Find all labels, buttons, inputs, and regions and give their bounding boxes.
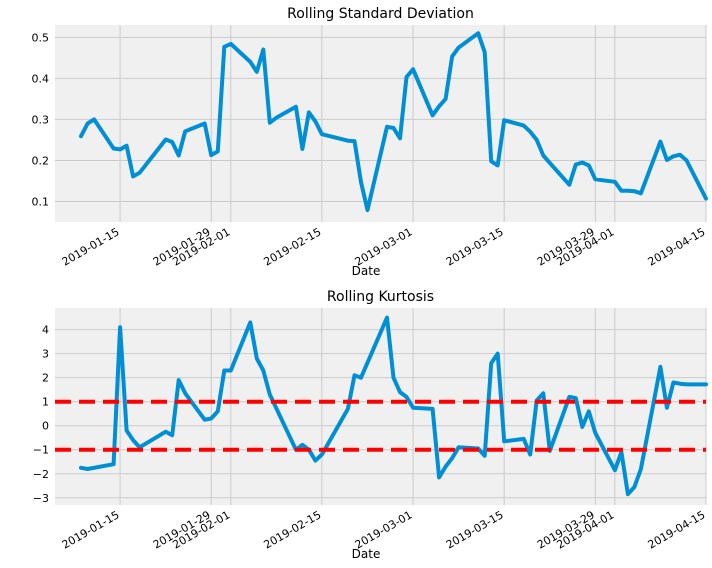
kurtosis-plot-area	[55, 308, 706, 505]
kurtosis-y-tick-label: 1	[42, 396, 49, 409]
kurtosis-y-tick-label: −2	[33, 468, 49, 481]
kurtosis-y-tick-labels: −3 −2 −1 0 1 2 3 4	[33, 324, 49, 505]
std-series-line	[79, 31, 708, 213]
std-x-tick-label: 2019-04-15	[646, 225, 708, 268]
kurtosis-x-axis-label: Date	[352, 547, 381, 561]
kurtosis-y-tick-label: −1	[33, 444, 49, 457]
kurtosis-x-tick-label: 2019-02-15	[262, 508, 324, 551]
kurtosis-series-line	[79, 315, 708, 497]
kurtosis-y-tick-label: 2	[42, 372, 49, 385]
std-y-tick-label: 0.5	[32, 31, 50, 44]
rolling-kurtosis-chart: −3 −2 −1 0 1 2 3 4 2019-01-15 2019-01-292019-02-…	[33, 289, 708, 561]
kurtosis-y-tick-label: 4	[42, 324, 49, 337]
kurtosis-x-tick-label: 2019-03-15	[444, 508, 506, 551]
kurtosis-y-tick-label: 3	[42, 348, 49, 361]
std-y-tick-label: 0.2	[32, 154, 50, 167]
std-x-axis-label: Date	[352, 264, 381, 278]
std-grid	[55, 25, 707, 222]
rolling-std-chart: 0.1 0.2 0.3 0.4 0.5 2019-01-15 2019-01-292019…	[32, 6, 708, 278]
kurtosis-reference-lines	[55, 399, 706, 452]
std-y-tick-label: 0.3	[32, 113, 50, 126]
std-y-tick-label: 0.1	[32, 195, 50, 208]
kurtosis-y-tick-label: 0	[42, 420, 49, 433]
kurtosis-x-tick-label: 2019-03-01	[353, 508, 415, 551]
std-plot-area	[55, 25, 706, 222]
std-x-tick-label: 2019-03-15	[444, 225, 506, 268]
kurtosis-y-tick-label: −3	[33, 492, 49, 505]
std-x-tick-label: 2019-01-15	[60, 225, 122, 268]
std-y-tick-label: 0.4	[32, 72, 50, 85]
std-x-tick-label: 2019-02-15	[262, 225, 324, 268]
std-y-tick-labels: 0.1 0.2 0.3 0.4 0.5	[32, 31, 50, 208]
kurtosis-x-tick-label: 2019-04-15	[646, 508, 708, 551]
std-chart-title: Rolling Standard Deviation	[287, 6, 474, 22]
kurtosis-chart-title: Rolling Kurtosis	[327, 289, 434, 305]
kurtosis-grid	[55, 308, 707, 505]
kurtosis-x-tick-label: 2019-01-15	[60, 508, 122, 551]
std-x-tick-label: 2019-03-01	[353, 225, 415, 268]
